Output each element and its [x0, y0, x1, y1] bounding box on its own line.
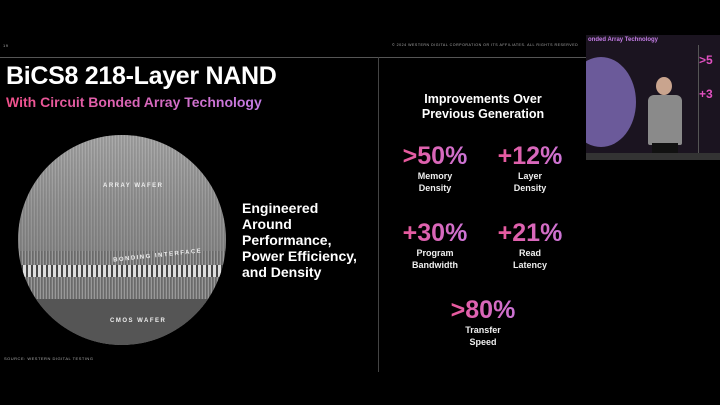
page-number: 19: [3, 43, 9, 48]
stat-transfer-speed: >80% Transfer Speed: [433, 296, 533, 348]
inset-wafer-image: [586, 57, 636, 147]
header-divider: [0, 57, 586, 58]
speaker-body: [648, 95, 682, 145]
wafer-image: ARRAY WAFER BONDING INTERFACE CMOS WAFER: [18, 135, 226, 345]
speaker-head: [656, 77, 672, 95]
column-divider: [378, 57, 379, 372]
bonding-interface-label: BONDING INTERFACE: [112, 248, 203, 264]
stat-program-bandwidth: +30% Program Bandwidth: [385, 219, 485, 271]
copyright: © 2024 WESTERN DIGITAL CORPORATION OR IT…: [392, 43, 579, 47]
inset-caption: onded Array Technology: [588, 37, 659, 43]
stat-read-latency: +21% Read Latency: [480, 219, 580, 271]
source-note: SOURCE: WESTERN DIGITAL TESTING: [4, 356, 94, 361]
improvements-heading: Improvements Over Previous Generation: [421, 92, 545, 121]
array-wafer-label: ARRAY WAFER: [103, 183, 164, 189]
slide-subtitle: With Circuit Bonded Array Technology: [6, 94, 262, 110]
cmos-wafer-label: CMOS WAFER: [110, 318, 167, 324]
engineered-text: Engineered Around Performance, Power Effici…: [242, 200, 357, 280]
slide-title: BiCS8 218-Layer NAND: [6, 62, 277, 90]
speaker-video-inset: onded Array Technology >5 +3: [586, 35, 720, 160]
stat-layer-density: +12% Layer Density: [480, 142, 580, 194]
stat-memory-density: >50% Memory Density: [385, 142, 485, 194]
